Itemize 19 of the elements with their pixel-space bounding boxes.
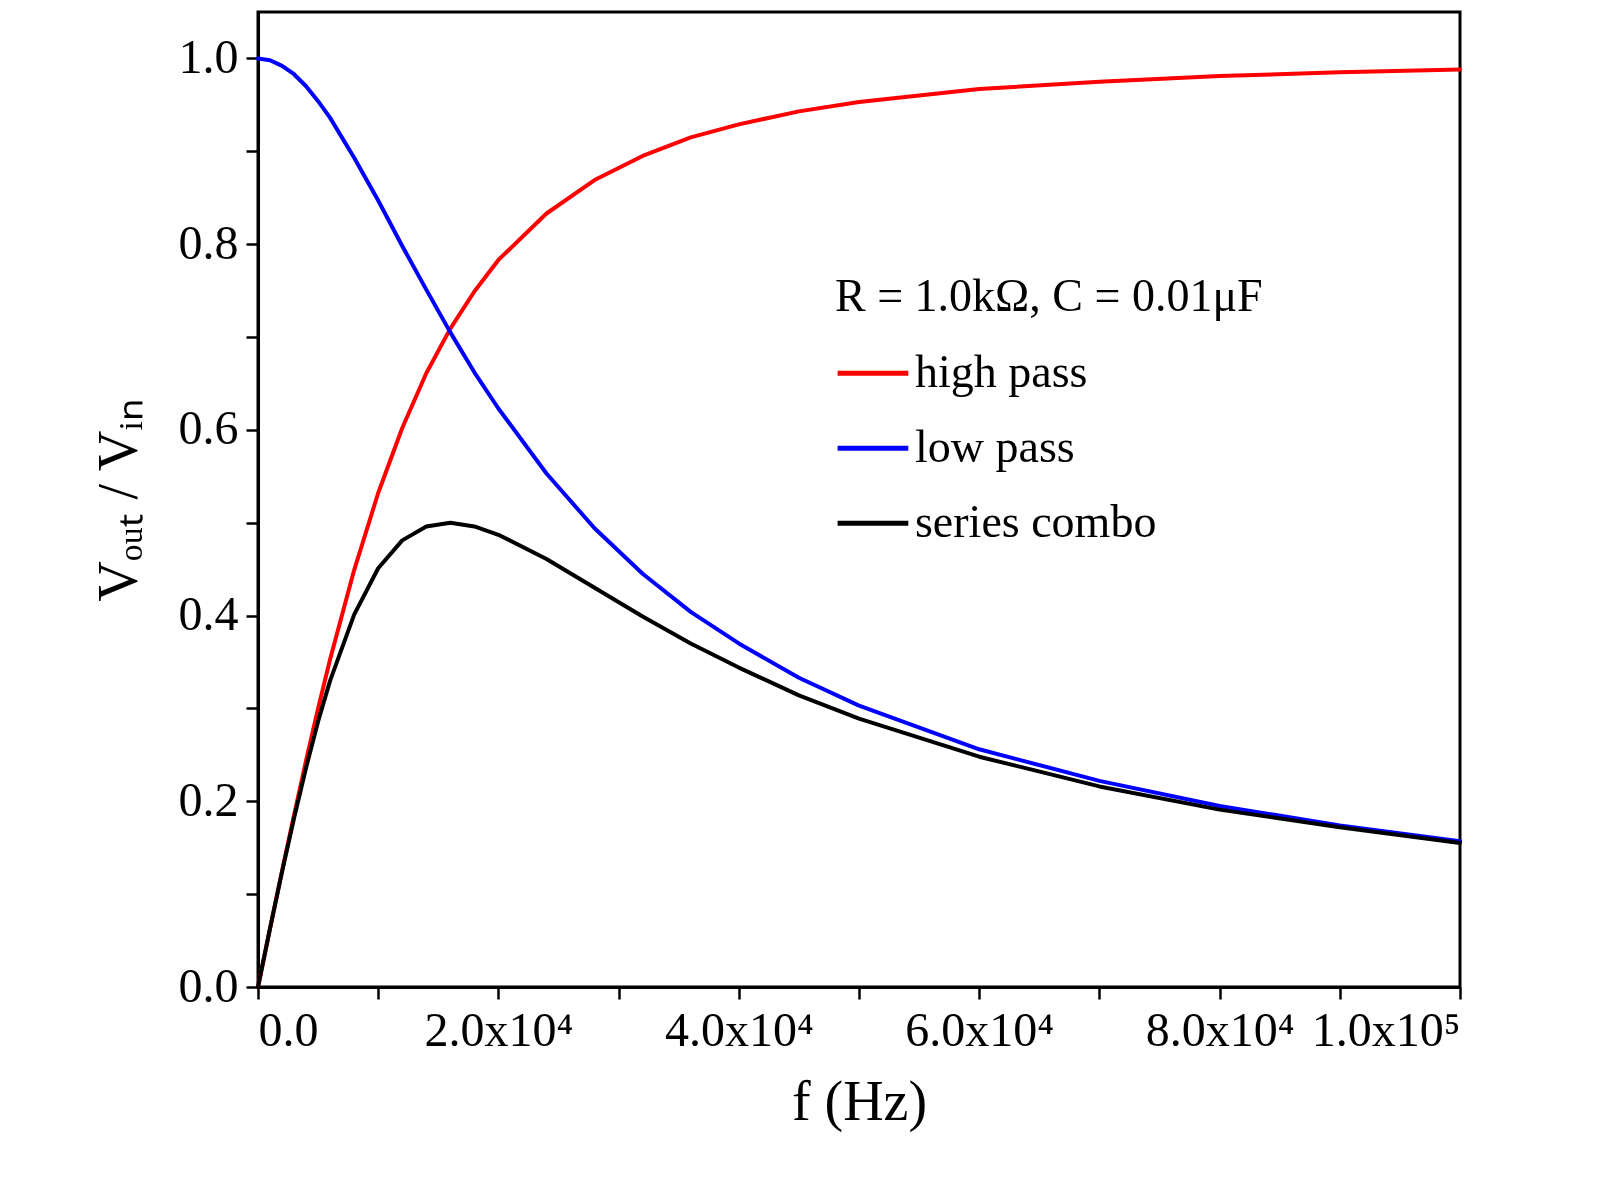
y-axis-title: Vₒᵤₜ / Vᵢₙ <box>86 398 149 602</box>
y-tick-label: 0.6 <box>178 401 239 455</box>
x-tick-label: 6.0x10⁴ <box>905 1002 1055 1056</box>
y-tick-label: 1.0 <box>178 29 239 83</box>
x-axis-title: f (Hz) <box>791 1069 928 1133</box>
legend-title: R = 1.0kΩ, C = 0.01μF <box>834 270 1263 322</box>
x-tick-label: 4.0x10⁴ <box>664 1002 814 1056</box>
y-tick-label: 0.2 <box>178 772 239 826</box>
legend-label: high pass <box>914 346 1088 398</box>
x-tick-label: 1.0x10⁵ <box>1311 1002 1461 1056</box>
y-tick-label: 0.0 <box>178 958 239 1012</box>
legend-label: series combo <box>914 496 1157 548</box>
y-tick-label: 0.8 <box>178 215 239 269</box>
x-tick-label: 0.0 <box>258 1002 319 1056</box>
legend-label: low pass <box>914 421 1075 473</box>
x-tick-label: 8.0x10⁴ <box>1145 1002 1295 1056</box>
y-tick-label: 0.4 <box>178 587 239 641</box>
x-tick-label: 2.0x10⁴ <box>424 1002 574 1056</box>
line-series <box>256 56 1462 844</box>
